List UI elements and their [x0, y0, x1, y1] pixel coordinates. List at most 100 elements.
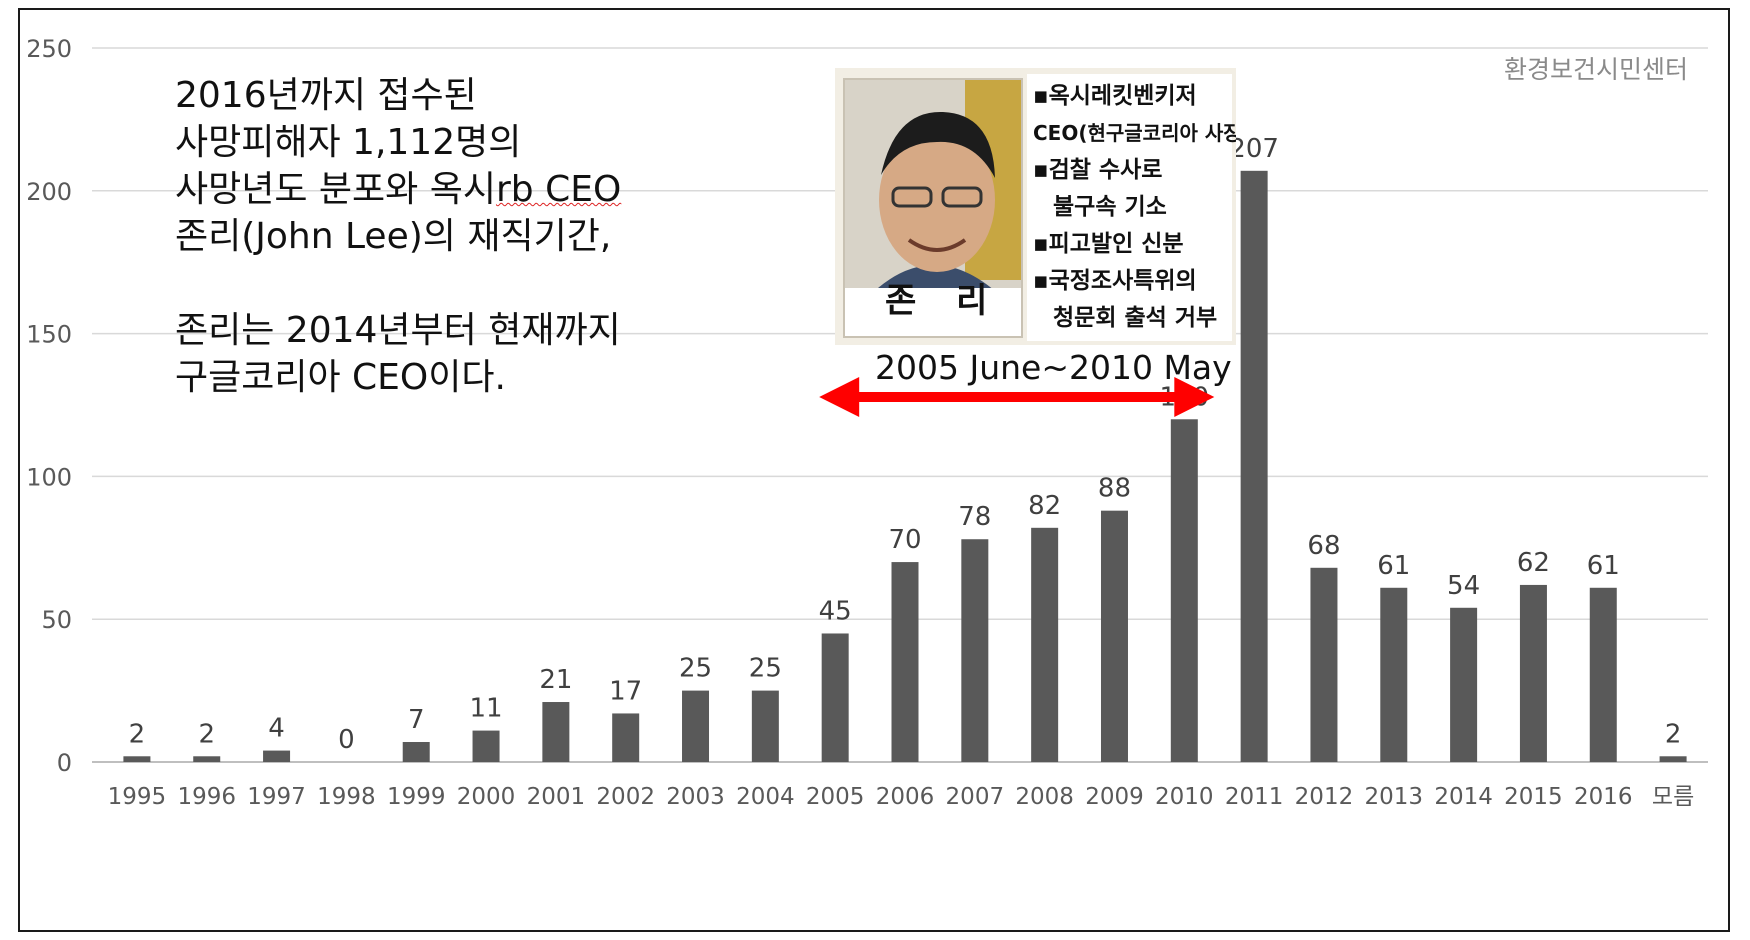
data-label: 68	[1307, 531, 1340, 561]
data-label: 45	[819, 596, 852, 626]
y-tick-label: 150	[26, 321, 72, 349]
x-tick-label: 1997	[247, 784, 306, 810]
y-tick-label: 100	[26, 463, 72, 491]
bar	[1100, 510, 1128, 762]
data-label: 2	[129, 719, 146, 749]
x-tick-label: 2000	[457, 784, 516, 810]
bar	[1310, 567, 1338, 762]
tenure-arrow-left-head	[819, 377, 860, 417]
caption-line-5	[175, 260, 621, 307]
x-tick-label: 2012	[1295, 784, 1354, 810]
bar	[961, 539, 989, 762]
bar	[751, 690, 779, 762]
x-tick-label: 2001	[527, 784, 586, 810]
protest-photo: 존 리 ▪옥시레킷벤키저 CEO(현구글코리아 사장) ▪검찰 수사로 불구속 …	[835, 68, 1236, 345]
bar	[472, 730, 500, 762]
poster-line-1: ▪옥시레킷벤키저	[1033, 83, 1197, 109]
bar	[402, 742, 430, 762]
x-tick-label: 2013	[1365, 784, 1424, 810]
x-tick-label: 2009	[1085, 784, 1144, 810]
y-tick-label: 50	[41, 606, 72, 634]
data-label: 25	[749, 654, 782, 684]
x-axis-tick-labels: 1995 1996 1997 1998 1999 2000 2001 2002 2003 2004…	[108, 784, 1695, 810]
bar	[1519, 584, 1547, 762]
x-tick-label: 2004	[736, 784, 795, 810]
y-tick-label: 200	[26, 178, 72, 206]
data-label: 54	[1447, 571, 1480, 601]
bar	[1589, 587, 1617, 762]
data-label: 0	[338, 725, 355, 755]
data-label: 25	[679, 654, 712, 684]
bar	[1240, 170, 1268, 763]
x-tick-label: 1999	[387, 784, 446, 810]
x-tick-label: 2008	[1015, 784, 1074, 810]
y-axis-tick-labels: 0 50 100 150 200 250	[26, 35, 72, 777]
data-label: 2	[198, 719, 215, 749]
tenure-label: 2005 June~2010 May	[875, 348, 1232, 387]
caption-line-3-tail: rb CEO	[495, 169, 622, 210]
poster-text: ▪옥시레킷벤키저 CEO(현구글코리아 사장) ▪검찰 수사로 불구속 기소 ▪…	[1027, 74, 1236, 341]
bar	[1659, 756, 1687, 762]
bar	[542, 702, 570, 762]
data-label: 78	[958, 502, 991, 532]
x-tick-label: 2003	[666, 784, 725, 810]
x-tick-label: 2015	[1504, 784, 1563, 810]
data-label: 70	[888, 525, 921, 555]
caption-line-7: 구글코리아 CEO이다.	[175, 357, 506, 398]
poster-line-5: ▪피고발인 신분	[1033, 231, 1184, 257]
x-tick-label: 1995	[108, 784, 167, 810]
caption-line-2: 사망피해자 1,112명의	[175, 122, 522, 163]
bar-chart: 0 50 100 150 200 250 2 2 4 0 7 11 21 17 25 25 45 70 78 82 8…	[26, 35, 1708, 810]
x-tick-label: 모름	[1652, 784, 1694, 810]
x-tick-label: 2007	[946, 784, 1005, 810]
poster-line-2: CEO(현구글코리아 사장)	[1033, 121, 1236, 145]
data-label: 7	[408, 705, 425, 735]
bar	[612, 713, 640, 762]
portrait-image: 존 리	[843, 78, 1023, 338]
poster-line-6: ▪국정조사특위의	[1033, 268, 1197, 294]
x-tick-label: 2006	[876, 784, 935, 810]
data-label: 4	[268, 714, 285, 744]
tenure-arrow-right-head	[1174, 377, 1215, 417]
poster-name: 존 리	[885, 281, 1002, 321]
bars	[123, 170, 1687, 763]
x-tick-label: 2010	[1155, 784, 1214, 810]
data-label: 207	[1229, 134, 1279, 164]
bar	[1170, 419, 1198, 762]
x-tick-label: 2014	[1434, 784, 1493, 810]
bar	[1450, 607, 1478, 762]
portrait-drawing	[845, 80, 1021, 336]
caption-text: 2016년까지 접수된 사망피해자 1,112명의 사망년도 분포와 옥시rb …	[175, 72, 621, 401]
bar	[1380, 587, 1408, 762]
caption-line-4: 존리(John Lee)의 재직기간,	[175, 216, 612, 257]
data-labels: 2240711211725254570788288120207686154626…	[129, 134, 1682, 755]
x-tick-label: 2005	[806, 784, 865, 810]
bar	[263, 750, 291, 762]
data-label: 2	[1665, 719, 1682, 749]
caption-line-1: 2016년까지 접수된	[175, 75, 477, 116]
data-label: 17	[609, 676, 642, 706]
x-tick-label: 1998	[317, 784, 376, 810]
data-label: 61	[1587, 551, 1620, 581]
x-tick-label: 1996	[177, 784, 236, 810]
bar	[193, 756, 221, 762]
data-label: 62	[1517, 548, 1550, 578]
poster-line-3: ▪검찰 수사로	[1033, 157, 1163, 183]
caption-line-6: 존리는 2014년부터 현재까지	[175, 310, 621, 351]
x-tick-label: 2011	[1225, 784, 1284, 810]
poster-line-7: 청문회 출석 거부	[1053, 305, 1218, 331]
x-tick-label: 2016	[1574, 784, 1633, 810]
bar	[682, 690, 710, 762]
bar	[891, 562, 919, 762]
data-label: 61	[1377, 551, 1410, 581]
caption-line-3: 사망년도 분포와 옥시rb CEO	[175, 166, 621, 213]
data-label: 11	[469, 694, 502, 724]
chart-frame: 0 50 100 150 200 250 2 2 4 0 7 11 21 17 25 25 45 70 78 82 8…	[18, 8, 1730, 932]
y-tick-label: 250	[26, 35, 72, 63]
y-tick-label: 0	[57, 749, 72, 777]
bar	[821, 633, 849, 762]
tenure-arrow	[819, 377, 1215, 417]
bar	[123, 756, 151, 762]
data-label: 21	[539, 665, 572, 695]
poster-line-4: 불구속 기소	[1053, 194, 1167, 220]
